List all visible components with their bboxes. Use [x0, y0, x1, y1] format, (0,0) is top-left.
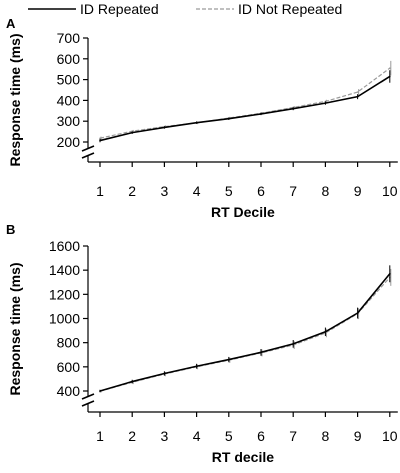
data-point	[99, 390, 101, 392]
data-point	[324, 330, 327, 333]
x-tick-label: 3	[161, 428, 169, 444]
data-point	[163, 372, 166, 375]
data-point	[99, 139, 101, 142]
x-tick-label: 3	[161, 183, 169, 199]
x-tick-label: 8	[322, 183, 330, 199]
data-point	[356, 91, 359, 93]
x-axis-title: RT Decile	[211, 204, 275, 220]
x-tick-label: 8	[322, 428, 330, 444]
data-point	[260, 351, 262, 354]
x-tick-label: 10	[382, 183, 398, 199]
data-point	[389, 75, 391, 78]
data-point	[356, 312, 359, 314]
data-point	[228, 358, 230, 361]
data-point	[228, 117, 230, 120]
data-point	[292, 107, 295, 110]
y-tick-label: 1000	[49, 311, 80, 327]
y-tick-label: 1200	[49, 286, 80, 302]
y-tick-label: 500	[57, 72, 81, 88]
x-tick-label: 10	[382, 428, 398, 444]
data-point	[324, 102, 327, 104]
x-axis-title: RT decile	[212, 449, 274, 465]
x-tick-label: 9	[354, 183, 362, 199]
panel-A: A 200 300 400 500 600 700 1 2 3 4 5 6 7 8 9 10 RT Decile R…	[6, 16, 398, 220]
data-point	[131, 380, 133, 383]
x-tick-label: 5	[225, 183, 233, 199]
y-tick-label: 600	[57, 359, 81, 375]
x-tick-label: 5	[225, 428, 233, 444]
data-point	[99, 137, 101, 140]
x-tick-label: 7	[289, 183, 297, 199]
data-point	[195, 121, 198, 124]
legend-label-1: ID Not Repeated	[238, 1, 342, 17]
x-tick-label: 4	[193, 428, 201, 444]
series-id-not-repeated	[99, 268, 392, 393]
x-tick-label: 6	[257, 428, 265, 444]
x-tick-label: 2	[128, 183, 136, 199]
series-id-repeated	[99, 70, 391, 143]
y-tick-label: 800	[57, 335, 81, 351]
data-point	[131, 131, 133, 134]
x-tick-label: 6	[257, 183, 265, 199]
y-tick-label: 600	[57, 51, 81, 67]
x-tick-label: 9	[354, 428, 362, 444]
panel-B: B 400 600 800 1000 1200 1400 1600 1 2 3 4 5 6 7 8 9 10 RT …	[6, 222, 398, 465]
legend-label-0: ID Repeated	[80, 1, 159, 17]
data-point	[389, 67, 391, 69]
axis-break-mark	[81, 152, 95, 159]
x-tick-label: 1	[96, 428, 104, 444]
y-axis-title: Response time (ms)	[7, 262, 23, 395]
panel-letter-B: B	[6, 222, 15, 237]
axis-break-mark	[81, 400, 95, 407]
data-point	[356, 95, 359, 98]
x-tick-label: 4	[193, 183, 201, 199]
y-tick-label: 400	[57, 383, 81, 399]
axis-break-mark	[81, 393, 95, 400]
y-tick-label: 1600	[49, 238, 80, 254]
series-line	[99, 75, 391, 142]
series-line	[99, 67, 391, 139]
data-point	[292, 343, 295, 345]
data-point	[195, 365, 198, 368]
y-tick-label: 300	[57, 113, 81, 129]
series-line	[99, 273, 391, 392]
y-tick-label: 1400	[49, 262, 80, 278]
x-tick-label: 1	[96, 183, 104, 199]
panel-letter-A: A	[6, 16, 16, 31]
y-axis-title: Response time (ms)	[7, 33, 23, 166]
series-id-repeated	[99, 265, 391, 393]
y-tick-label: 700	[57, 30, 81, 46]
series-id-not-repeated	[99, 60, 392, 140]
x-tick-label: 2	[128, 428, 136, 444]
series-line	[99, 277, 391, 392]
y-tick-label: 200	[57, 134, 81, 150]
data-point	[260, 113, 262, 115]
data-point	[163, 126, 166, 129]
x-tick-label: 7	[289, 428, 297, 444]
y-tick-label: 400	[57, 92, 81, 108]
data-point	[389, 272, 391, 275]
axis-break-mark	[81, 145, 95, 152]
